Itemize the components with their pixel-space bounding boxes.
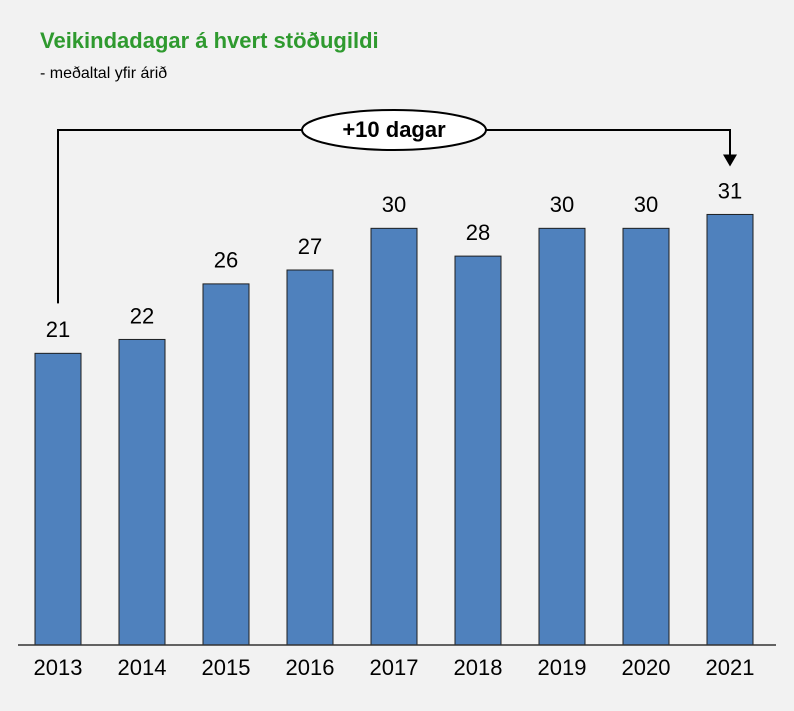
value-label: 27 [298, 234, 322, 259]
x-tick-label: 2013 [34, 655, 83, 680]
bar [370, 227, 418, 646]
bar [454, 255, 502, 646]
arrow-head [723, 154, 737, 167]
bar [286, 269, 334, 646]
value-label: 21 [46, 317, 70, 342]
value-label: 22 [130, 303, 154, 328]
value-label: 30 [634, 192, 658, 217]
annotation: +10 dagar [342, 117, 446, 142]
bar [34, 352, 82, 646]
chart-title: Veikindadagar á hvert stöðugildi [40, 28, 379, 53]
value-label: 26 [214, 248, 238, 273]
x-tick-label: 2019 [538, 655, 587, 680]
bar [118, 338, 166, 646]
bar [202, 283, 250, 646]
bar [706, 213, 754, 646]
x-tick-label: 2015 [202, 655, 251, 680]
x-tick-label: 2016 [286, 655, 335, 680]
chart-subtitle: - meðaltal yfir árið [40, 65, 167, 82]
bar [538, 227, 586, 646]
annotation-box [301, 109, 487, 151]
x-tick-label: 2018 [454, 655, 503, 680]
value-label: 30 [550, 192, 574, 217]
value-label: 30 [382, 192, 406, 217]
x-tick-label: 2021 [706, 655, 755, 680]
x-tick-label: 2017 [370, 655, 419, 680]
value-label: 31 [718, 178, 742, 203]
bar [622, 227, 670, 646]
x-tick-label: 2020 [622, 655, 671, 680]
x-tick-label: 2014 [118, 655, 167, 680]
value-label: 28 [466, 220, 490, 245]
